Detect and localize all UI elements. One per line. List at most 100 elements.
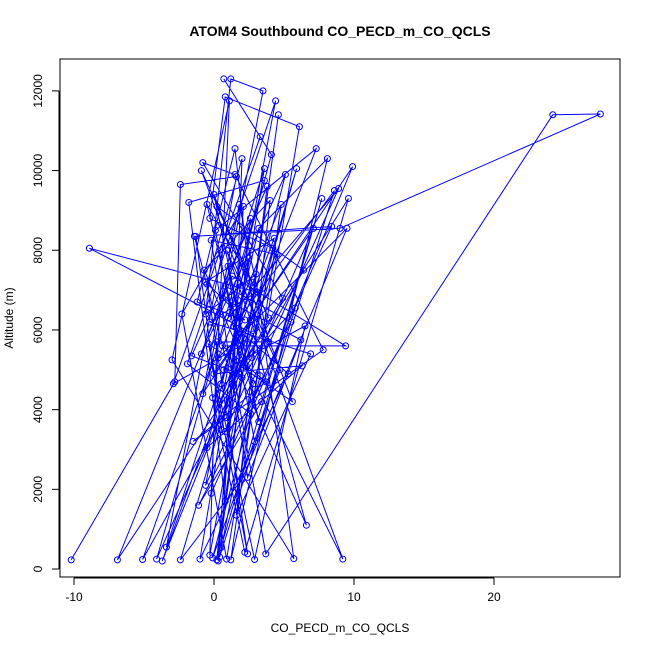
data-point [300,266,308,274]
y-tick-label: 8000 [31,237,45,264]
data-point [206,214,214,222]
data-point [216,398,224,406]
data-point [207,489,215,497]
data-point [228,272,236,280]
data-point [260,165,268,173]
series-polyline [70,78,601,562]
data-point [218,342,226,350]
data-point [216,553,224,561]
data-point [274,111,282,119]
y-tick-label: 6000 [31,316,45,343]
data-point [293,165,301,173]
data-point [262,550,270,558]
data-point [301,322,309,330]
y-axis-label: Altitude (m) [2,287,16,348]
data-point [265,314,273,322]
y-tick-label: 0 [31,565,45,572]
data-point [202,278,210,286]
data-point [232,173,240,181]
data-point [549,111,557,119]
data-point [220,366,228,374]
data-point [227,75,235,83]
data-point [214,354,222,362]
data-point [339,555,347,563]
data-point [232,511,240,519]
data-point [162,543,170,551]
data-point [202,481,210,489]
data-point [210,190,218,198]
data-point [223,414,231,422]
data-point [203,200,211,208]
data-point [217,426,225,434]
data-point [239,202,247,210]
data-point [249,380,257,388]
data-point [204,340,212,348]
data-point [290,555,298,563]
data-point [284,370,292,378]
data-point [171,378,179,386]
data-point [335,185,343,192]
data-point [272,97,280,105]
data-point [336,224,344,232]
data-point [237,342,245,350]
data-point [218,294,226,302]
chart-title: ATOM4 Southbound CO_PECD_m_CO_QCLS [189,23,490,39]
data-point [273,250,281,258]
data-point [213,338,221,346]
data-point [199,390,207,398]
data-point [265,338,273,346]
data-point [256,133,264,141]
data-point [248,354,256,362]
data-point [281,171,289,179]
data-point [183,360,191,368]
data-point [267,151,275,159]
data-point [277,200,285,208]
data-point [113,556,121,564]
data-point [263,183,271,191]
data-point [309,224,317,232]
data-point [288,398,296,406]
data-point [185,198,193,206]
data-point [244,473,252,481]
data-point [242,362,250,370]
data-point [255,224,263,232]
data-point [203,444,211,451]
data-point [596,110,604,118]
data-point [318,194,326,202]
data-point [253,288,261,296]
data-point [176,556,184,564]
data-point [225,97,233,105]
data-point [298,362,306,370]
data-point [307,350,315,358]
data-point [258,398,266,406]
x-axis-label: CO_PECD_m_CO_QCLS [271,621,410,635]
data-point [235,200,243,208]
data-point [193,298,201,306]
data-point [221,497,229,505]
data-point [238,155,246,163]
data-point [85,244,93,252]
data-point [200,266,208,274]
data-point [223,555,231,563]
data-point [259,284,267,292]
data-point [196,555,204,563]
data-point [176,181,184,189]
data-point [312,145,320,153]
data-point [207,358,215,366]
data-point [217,380,225,388]
data-point [246,316,254,324]
series-points [67,75,604,565]
data-point [204,306,212,314]
data-point [295,123,303,131]
data-point [231,171,239,179]
data-point [234,296,242,304]
data-point [297,336,305,344]
x-tick-label: -10 [65,590,83,604]
data-point [302,521,310,529]
plot-frame [59,58,621,578]
data-point [251,438,259,446]
data-point [249,330,257,338]
data-point [276,366,284,374]
x-axis: -10 0 10 20 [65,577,501,604]
